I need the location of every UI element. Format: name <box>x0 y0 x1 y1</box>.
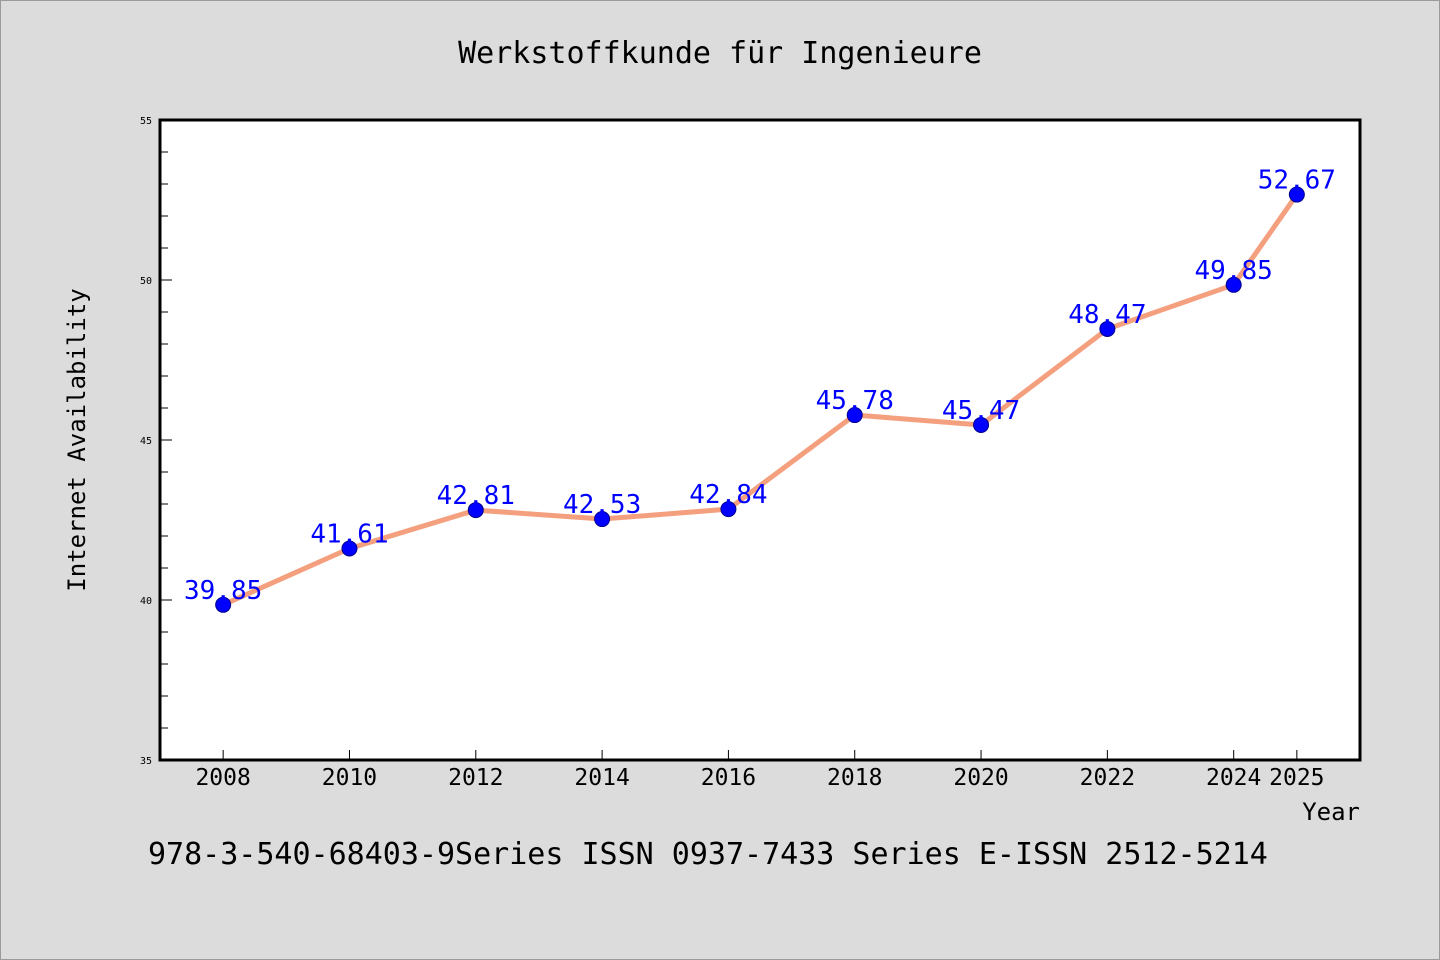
data-label: 42.53 <box>563 490 641 520</box>
x-tick-label: 2018 <box>827 765 882 791</box>
data-labels: 39.85 41.61 42.81 42.53 42.84 45.78 45.47 48.47… <box>184 166 1336 606</box>
data-point <box>1225 276 1242 293</box>
data-point <box>341 540 358 557</box>
x-tick-label: 2025 <box>1269 765 1324 791</box>
data-label: 45.78 <box>816 386 894 416</box>
data-label: 52.67 <box>1258 166 1336 196</box>
x-tick-label: 2012 <box>448 765 503 791</box>
data-label: 49.85 <box>1195 256 1273 286</box>
plot-area <box>158 118 1362 762</box>
x-axis: 2008 2010 2012 2014 2016 2018 2020 2022 2024 2025 <box>195 750 1325 791</box>
x-tick-label: 2016 <box>701 765 756 791</box>
data-point <box>215 596 232 613</box>
footer-text: 978-3-540-68403-9Series ISSN 0937-7433 S… <box>148 837 1268 872</box>
y-axis: 35 40 45 50 55 <box>140 116 172 767</box>
y-tick-label: 35 <box>140 756 152 767</box>
x-tick-label: 2022 <box>1080 765 1135 791</box>
y-tick-label: 40 <box>140 596 152 607</box>
data-label: 48.47 <box>1068 300 1146 330</box>
data-label: 39.85 <box>184 576 262 606</box>
data-label: 41.61 <box>310 519 388 549</box>
series-line <box>220 192 1300 608</box>
series-markers <box>215 186 1305 613</box>
chart-title: Werkstoffkunde für Ingenieure <box>458 36 982 71</box>
data-point <box>720 501 737 518</box>
data-point <box>973 416 990 433</box>
data-label: 42.81 <box>437 481 515 511</box>
x-tick-label: 2010 <box>322 765 377 791</box>
data-label: 45.47 <box>942 396 1020 426</box>
x-tick-label: 2008 <box>195 765 250 791</box>
y-tick-label: 55 <box>140 116 152 127</box>
data-point <box>846 407 863 424</box>
y-tick-label: 45 <box>140 436 152 447</box>
data-point <box>594 511 611 528</box>
data-point <box>1099 320 1116 337</box>
y-tick-label: 50 <box>140 276 152 287</box>
x-axis-label: Year <box>1302 798 1360 826</box>
data-label: 42.84 <box>689 480 767 510</box>
y-axis-label: Internet Availability <box>63 288 91 591</box>
x-tick-label: 2014 <box>574 765 629 791</box>
x-tick-label: 2024 <box>1206 765 1261 791</box>
x-tick-label: 2020 <box>953 765 1008 791</box>
data-point <box>1288 186 1305 203</box>
data-point <box>467 502 484 519</box>
